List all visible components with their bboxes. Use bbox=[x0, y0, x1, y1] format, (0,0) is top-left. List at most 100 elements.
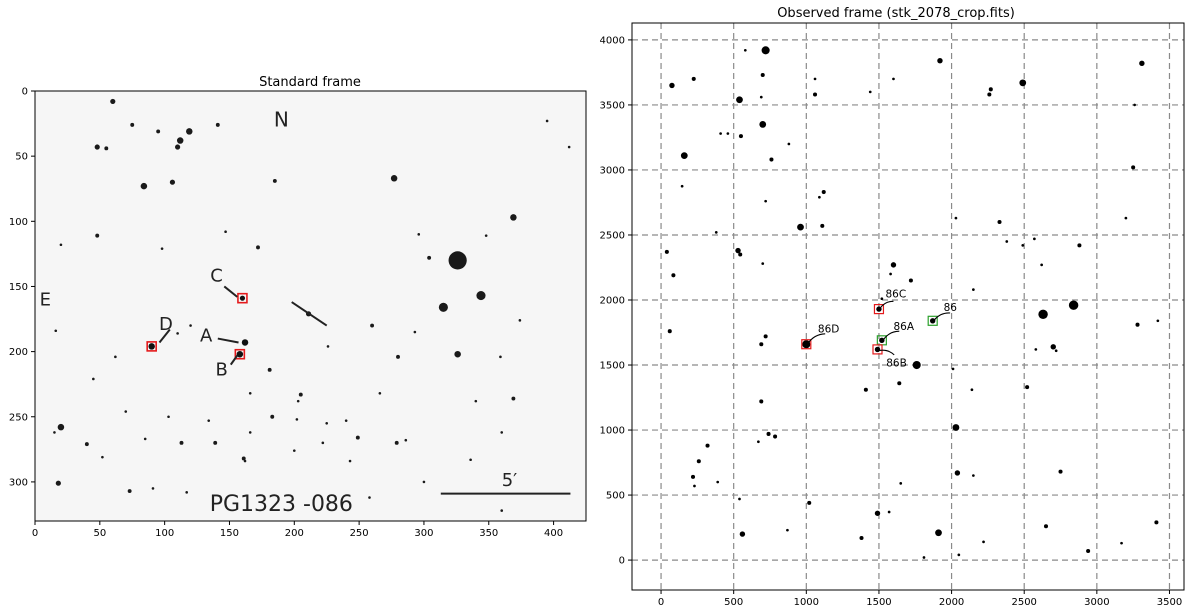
highlight-star bbox=[148, 343, 155, 350]
star-point bbox=[863, 387, 868, 392]
star-point bbox=[691, 76, 696, 81]
star-point bbox=[1133, 103, 1136, 107]
x-tick-label: 200 bbox=[285, 528, 304, 539]
x-tick-label: 300 bbox=[414, 528, 433, 539]
star-point bbox=[213, 440, 218, 445]
highlight-label: B bbox=[216, 360, 228, 381]
star-point bbox=[736, 96, 743, 104]
star-point bbox=[1131, 165, 1136, 170]
star-point bbox=[54, 329, 58, 333]
observed-frame-image bbox=[632, 23, 1184, 590]
star-point bbox=[766, 431, 771, 436]
star-point bbox=[738, 252, 743, 257]
star-point bbox=[160, 247, 164, 250]
highlight-box bbox=[873, 304, 885, 315]
star-point bbox=[1038, 309, 1048, 320]
highlight-label: 86B bbox=[886, 357, 907, 369]
star-point bbox=[438, 302, 448, 312]
x-tick-label: 250 bbox=[350, 528, 369, 539]
star-point bbox=[207, 419, 211, 422]
star-point bbox=[325, 421, 329, 425]
star-point bbox=[84, 442, 89, 447]
star-point bbox=[422, 480, 426, 484]
star-point bbox=[664, 249, 669, 254]
y-tick-label: 4000 bbox=[600, 35, 625, 46]
star-point bbox=[427, 255, 432, 260]
star-point bbox=[396, 354, 400, 359]
star-point bbox=[272, 178, 277, 183]
star-point bbox=[987, 92, 992, 97]
highlight-box bbox=[872, 344, 883, 355]
x-tick-label: 3500 bbox=[1157, 597, 1182, 608]
star-point bbox=[899, 482, 903, 485]
standard-frame-panel: Standard frame N E PG1323 -086 5′ C AB D 0… bbox=[9, 75, 587, 539]
star-point bbox=[997, 219, 1002, 224]
x-tick-label: 0 bbox=[32, 528, 38, 539]
star-point bbox=[448, 251, 467, 270]
star-point bbox=[972, 288, 975, 291]
star-point bbox=[241, 456, 246, 461]
star-point bbox=[716, 480, 720, 484]
star-point bbox=[1077, 243, 1082, 248]
star-point bbox=[94, 144, 100, 150]
star-point bbox=[889, 272, 892, 276]
y-tick-label: 1500 bbox=[600, 361, 625, 372]
star-point bbox=[818, 195, 821, 199]
star-point bbox=[1068, 300, 1079, 310]
star-point bbox=[55, 480, 61, 486]
x-tick-label: 2000 bbox=[939, 597, 964, 608]
star-point bbox=[248, 392, 252, 395]
star-point bbox=[256, 245, 260, 250]
star-point bbox=[890, 262, 897, 268]
star-point bbox=[937, 58, 943, 64]
highlight-star bbox=[874, 346, 881, 353]
y-tick-label: 3500 bbox=[600, 100, 625, 111]
star-point bbox=[292, 449, 296, 452]
star-point bbox=[761, 262, 765, 265]
star-point bbox=[680, 152, 688, 160]
highlight-star bbox=[241, 339, 249, 346]
scale-bar-label: 5′ bbox=[502, 470, 518, 491]
highlight-box bbox=[146, 341, 157, 352]
star-point bbox=[769, 157, 774, 162]
y-tick-label: 3000 bbox=[600, 165, 625, 176]
star-point bbox=[127, 489, 132, 493]
star-point bbox=[130, 122, 135, 127]
star-point bbox=[298, 392, 303, 397]
star-point bbox=[671, 273, 676, 278]
star-point bbox=[951, 367, 955, 371]
star-point bbox=[807, 500, 812, 505]
standard-frame-y-ticks: 0 50 100 150 200 250 300 bbox=[9, 87, 35, 488]
star-point bbox=[326, 345, 330, 348]
standard-frame-axes bbox=[34, 90, 587, 522]
star-point bbox=[859, 535, 864, 541]
star-point bbox=[1054, 349, 1058, 353]
star-point bbox=[761, 46, 770, 55]
x-tick-label: 0 bbox=[658, 597, 664, 608]
star-point bbox=[726, 132, 730, 135]
x-tick-label: 400 bbox=[544, 528, 563, 539]
star-point bbox=[92, 377, 95, 381]
y-tick-label: 1000 bbox=[600, 426, 625, 437]
star-point bbox=[763, 334, 768, 339]
y-tick-label: 100 bbox=[9, 217, 28, 228]
north-marker: N bbox=[274, 108, 289, 132]
star-point bbox=[151, 487, 155, 490]
y-tick-label: 50 bbox=[15, 152, 28, 163]
star-point bbox=[185, 491, 188, 494]
star-point bbox=[270, 414, 275, 419]
star-point bbox=[1034, 348, 1038, 351]
x-tick-label: 350 bbox=[479, 528, 498, 539]
star-point bbox=[1156, 319, 1160, 323]
observed-frame-panel: Observed frame (stk_2078_crop.fits) 86C8… bbox=[600, 6, 1185, 608]
star-point bbox=[186, 128, 193, 135]
highlight-pointer bbox=[229, 354, 239, 366]
star-point bbox=[295, 418, 299, 421]
star-point bbox=[1139, 60, 1145, 67]
star-point bbox=[1086, 548, 1091, 554]
y-tick-label: 2500 bbox=[600, 230, 625, 241]
star-point bbox=[669, 82, 675, 89]
star-point bbox=[296, 399, 300, 403]
star-point bbox=[773, 434, 778, 439]
star-point bbox=[500, 509, 504, 512]
